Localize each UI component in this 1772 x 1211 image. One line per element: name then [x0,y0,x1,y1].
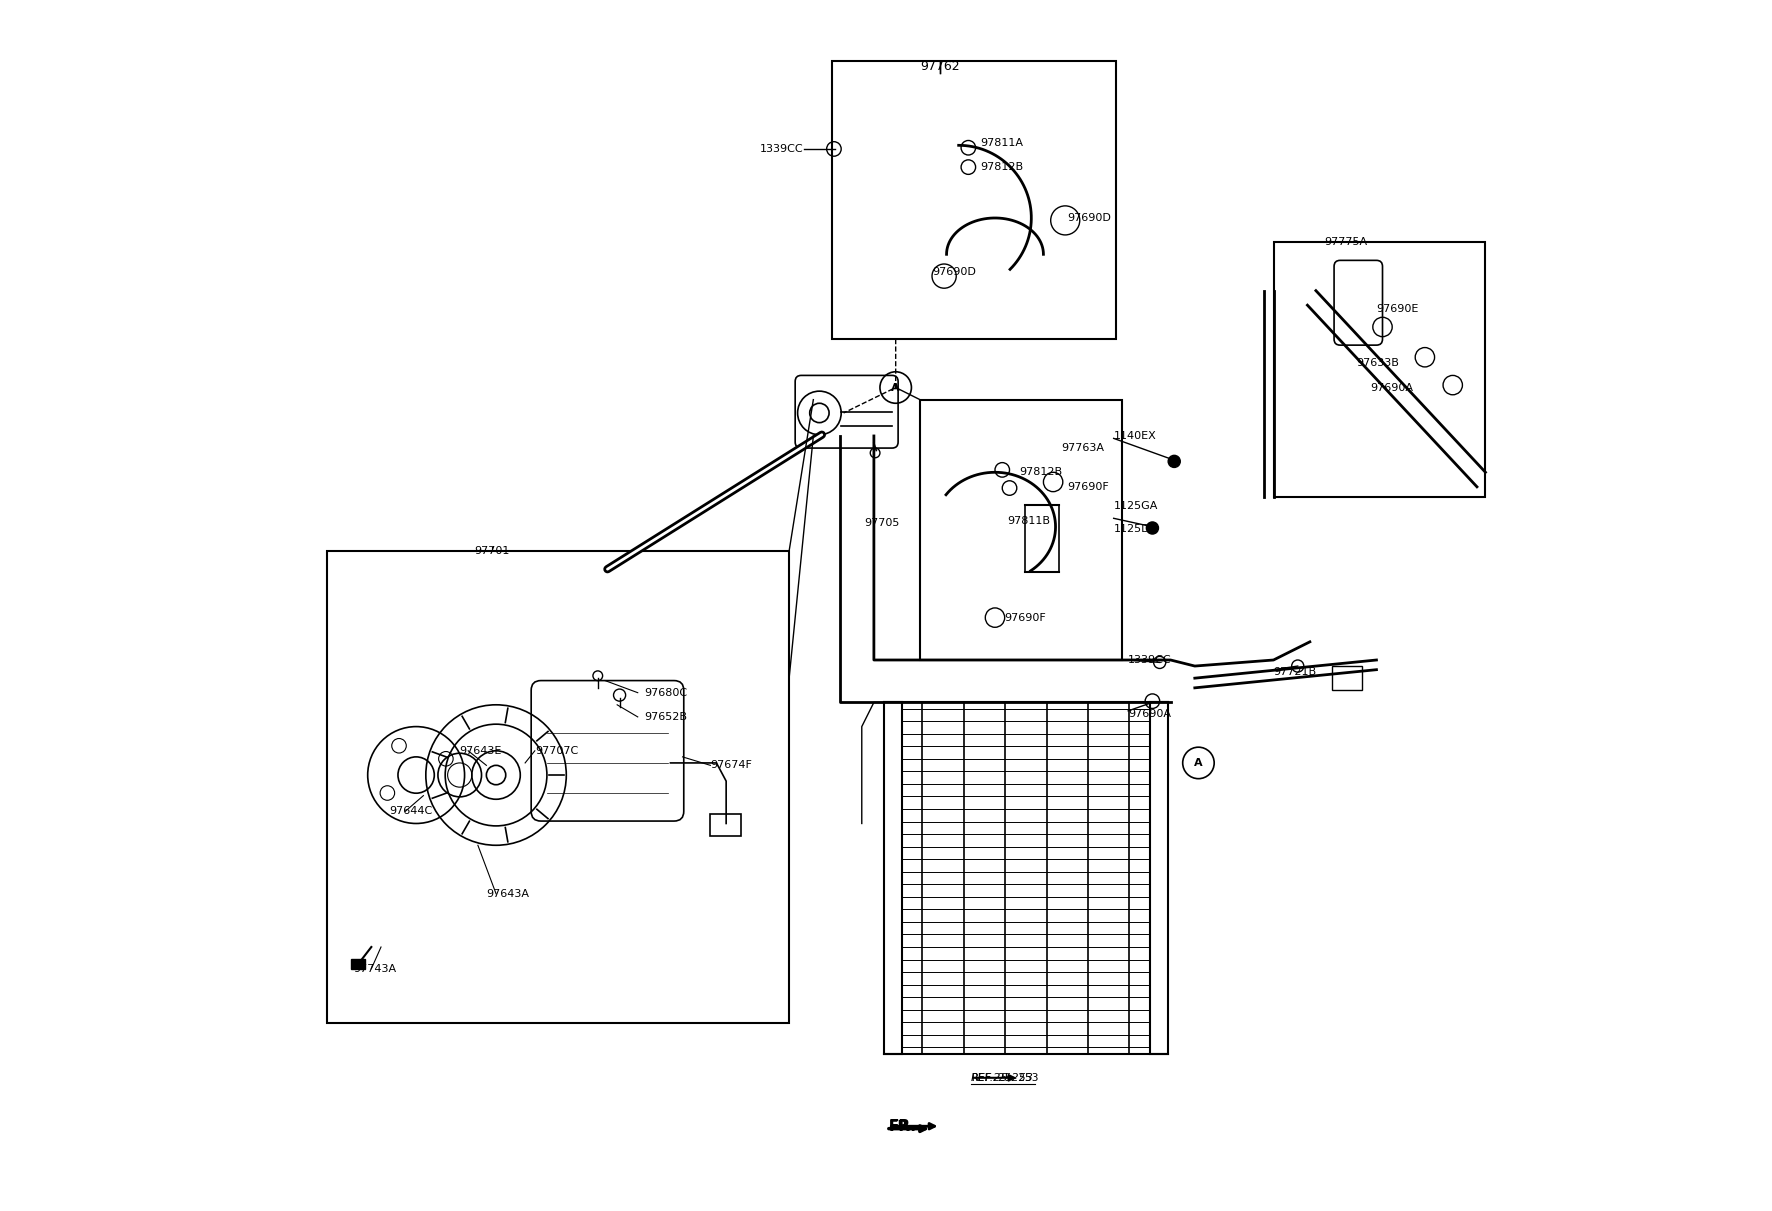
Text: 97690F: 97690F [1069,482,1109,492]
Text: FR.: FR. [888,1119,916,1133]
Text: REF.25-253: REF.25-253 [971,1073,1038,1083]
Text: 97811A: 97811A [980,138,1024,148]
Text: 97721B: 97721B [1274,667,1317,677]
Text: 97643E: 97643E [459,746,501,756]
Text: 97812B: 97812B [1019,467,1063,477]
Text: 97690F: 97690F [1005,613,1047,622]
Text: 97690E: 97690E [1377,304,1419,314]
Text: 97743A: 97743A [353,964,397,974]
Bar [1331,666,1363,690]
Circle shape [1168,455,1180,467]
Text: FR.: FR. [888,1119,914,1133]
Text: 97690A: 97690A [1129,710,1171,719]
Text: 1339CC: 1339CC [1129,655,1171,665]
Text: 97775A: 97775A [1325,237,1368,247]
Text: 97707C: 97707C [535,746,578,756]
Text: 97690A: 97690A [1370,383,1414,392]
Text: 97633B: 97633B [1356,358,1398,368]
Text: 97811B: 97811B [1006,516,1051,526]
Circle shape [1146,522,1159,534]
Text: 97762: 97762 [921,61,960,73]
Text: 97705: 97705 [865,518,900,528]
Text: A: A [891,383,900,392]
Bar [920,400,1122,660]
Text: 97674F: 97674F [711,761,753,770]
Text: 97680C: 97680C [643,688,688,698]
Text: 97690D: 97690D [1069,213,1111,223]
Bar [1150,702,1168,1054]
Text: 97652B: 97652B [643,712,688,722]
Text: 97812B: 97812B [980,162,1024,172]
Text: REF.25-253: REF.25-253 [971,1073,1033,1083]
Text: 97644C: 97644C [390,807,432,816]
Text: 97763A: 97763A [1061,443,1104,453]
Bar [1026,505,1060,572]
Bar [326,551,789,1023]
Text: 97643A: 97643A [486,889,530,899]
Bar [1274,242,1485,497]
Text: 1125DR: 1125DR [1113,524,1159,534]
Text: A: A [1194,758,1203,768]
Text: 1339CC: 1339CC [760,144,804,154]
Bar [351,959,365,969]
Bar [831,61,1116,339]
Text: 97701: 97701 [475,546,510,556]
Bar [711,814,741,836]
Text: 97690D: 97690D [932,268,976,277]
Bar [884,702,902,1054]
Text: 1140EX: 1140EX [1113,431,1157,441]
Text: 1125GA: 1125GA [1113,501,1159,511]
